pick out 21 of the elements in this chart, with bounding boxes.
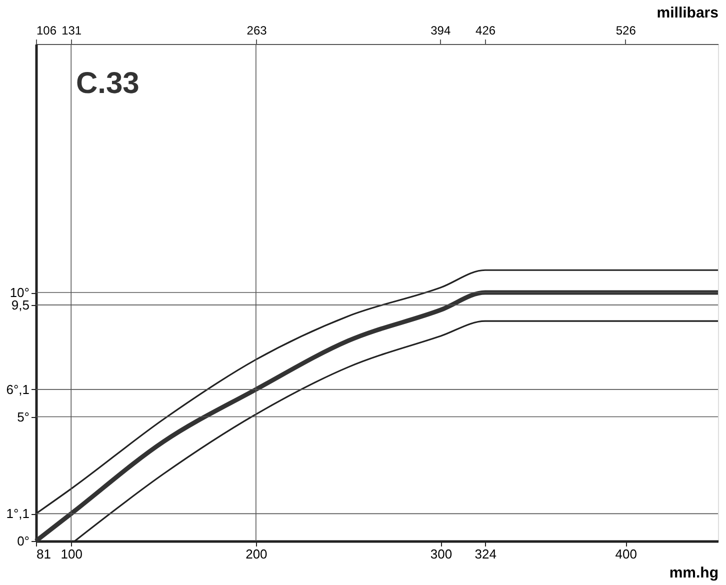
x-axis-title: mm.hg (669, 564, 718, 582)
x2-tick-label: 106 (36, 24, 57, 38)
x-tick-label: 400 (615, 546, 637, 562)
x2-tick-label: 426 (476, 24, 496, 38)
y-tick-label: 9,5 (11, 297, 30, 312)
x-tick-label: 100 (60, 546, 82, 562)
y-tick-label: 6°,1 (6, 382, 30, 397)
x-tick-label: 81 (36, 546, 51, 562)
x-tick-label: 300 (430, 546, 452, 562)
x2-tick-label: 394 (430, 24, 451, 38)
text: C.33 (76, 67, 140, 100)
x2-axis-title: millibars (656, 4, 718, 22)
y-tick-label: 10° (10, 285, 30, 300)
x-tick-label: 324 (474, 546, 496, 562)
x-tick-label: 200 (246, 546, 268, 562)
y-tick-label: 5° (17, 409, 30, 424)
y-tick-label: 1°,1 (6, 506, 30, 522)
x2-tick-label: 263 (246, 24, 268, 38)
x2-tick-label: 526 (616, 24, 636, 38)
y-tick-label: 0° (17, 534, 30, 548)
x2-tick-label: 131 (62, 24, 82, 38)
